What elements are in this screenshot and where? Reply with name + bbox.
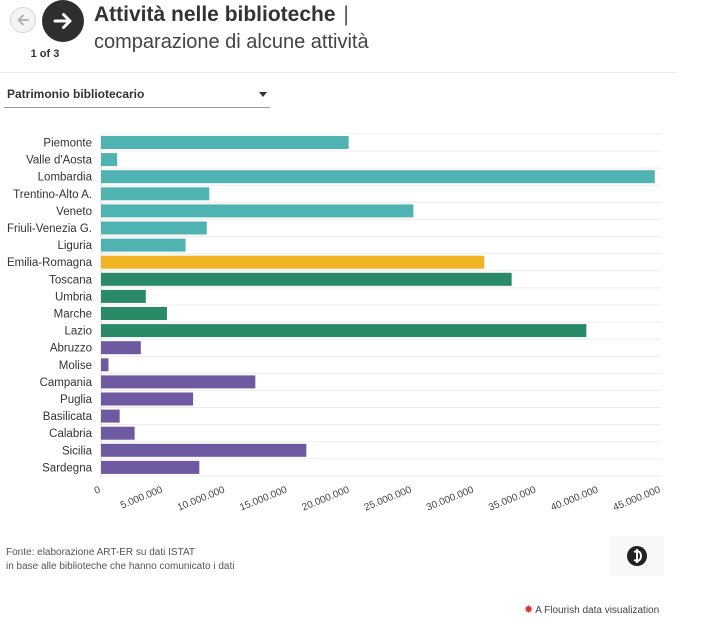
category-label: Trentino-Alto A. [13, 189, 92, 201]
category-label: Puglia [60, 394, 93, 406]
category-label: Valle d'Aosta [26, 155, 93, 167]
category-label: Molise [59, 360, 92, 372]
dropdown-selected-value: Patrimonio bibliotecario [7, 87, 145, 101]
category-label: Friuli-Venezia G. [7, 223, 92, 235]
category-label: Veneto [56, 206, 92, 218]
x-tick-label: 45.000.000 [612, 484, 663, 513]
header-divider [0, 72, 676, 73]
category-label: Umbria [55, 291, 93, 303]
publisher-logo-icon [627, 546, 647, 566]
bar [101, 307, 167, 320]
source-line-1: Fonte: elaborazione ART-ER su dati ISTAT [6, 547, 195, 558]
bar [101, 460, 200, 474]
category-label: Emilia-Romagna [7, 257, 93, 269]
bar [101, 272, 512, 286]
category-label: Calabria [49, 428, 92, 440]
flourish-icon: ✸ [524, 604, 534, 616]
bar [101, 443, 307, 457]
flourish-credit-link[interactable]: ✸ A Flourish data visualization [524, 603, 659, 616]
category-label: Lombardia [38, 172, 93, 184]
category-label: Piemonte [43, 138, 92, 150]
category-label: Toscana [49, 274, 92, 286]
x-tick-label: 0 [93, 484, 103, 496]
bar [101, 392, 194, 406]
category-label: Lazio [65, 326, 93, 338]
chevron-down-icon [259, 92, 267, 97]
bar [101, 170, 655, 184]
arrow-right-icon [53, 13, 72, 29]
category-label: Sardegna [42, 462, 92, 474]
source-note: Fonte: elaborazione ART-ER su dati ISTAT… [6, 546, 235, 574]
bar [101, 238, 186, 252]
x-tick-label: 30.000.000 [425, 484, 476, 513]
x-tick-label: 40.000.000 [549, 484, 600, 513]
title-separator: | [343, 3, 349, 26]
source-line-2: in base alle biblioteche che hanno comun… [6, 561, 235, 572]
bar [101, 409, 120, 423]
category-label: Marche [54, 309, 92, 321]
bar [101, 341, 141, 355]
x-tick-label: 5.000.000 [119, 484, 165, 511]
measure-dropdown[interactable]: Patrimonio bibliotecario [4, 84, 270, 108]
bar [101, 375, 256, 389]
next-slide-button[interactable] [42, 0, 84, 42]
bar [101, 187, 210, 201]
x-tick-label: 35.000.000 [487, 484, 538, 513]
bar [101, 426, 135, 440]
bar [101, 153, 118, 167]
category-label: Basilicata [43, 411, 93, 423]
x-tick-label: 25.000.000 [363, 484, 414, 513]
slide-counter: 1 of 3 [30, 48, 60, 60]
logo-stroke [636, 549, 638, 563]
x-tick-label: 15.000.000 [238, 484, 289, 513]
bar [101, 324, 587, 338]
credit-text: A Flourish data visualization [535, 605, 660, 616]
title-text: Attività nelle biblioteche [94, 3, 336, 26]
arrow-left-icon [17, 14, 29, 26]
bar-chart: Piemonte Valle d'Aosta Lombardia Trentino-A… [7, 133, 663, 514]
bar [101, 204, 414, 218]
category-label: Campania [40, 377, 93, 389]
x-tick-label: 20.000.000 [300, 484, 351, 513]
page-title: Attività nelle biblioteche | [94, 3, 349, 27]
category-label: Liguria [57, 240, 92, 252]
bar [101, 221, 207, 235]
category-label: Sicilia [62, 445, 93, 457]
previous-slide-button[interactable] [10, 7, 36, 33]
bar [101, 255, 485, 269]
page-subtitle: comparazione di alcune attività [94, 31, 369, 53]
x-tick-label: 10.000.000 [176, 484, 227, 513]
category-label: Abruzzo [50, 343, 92, 355]
bar [101, 136, 349, 149]
bar [101, 289, 146, 303]
bar [101, 358, 109, 372]
